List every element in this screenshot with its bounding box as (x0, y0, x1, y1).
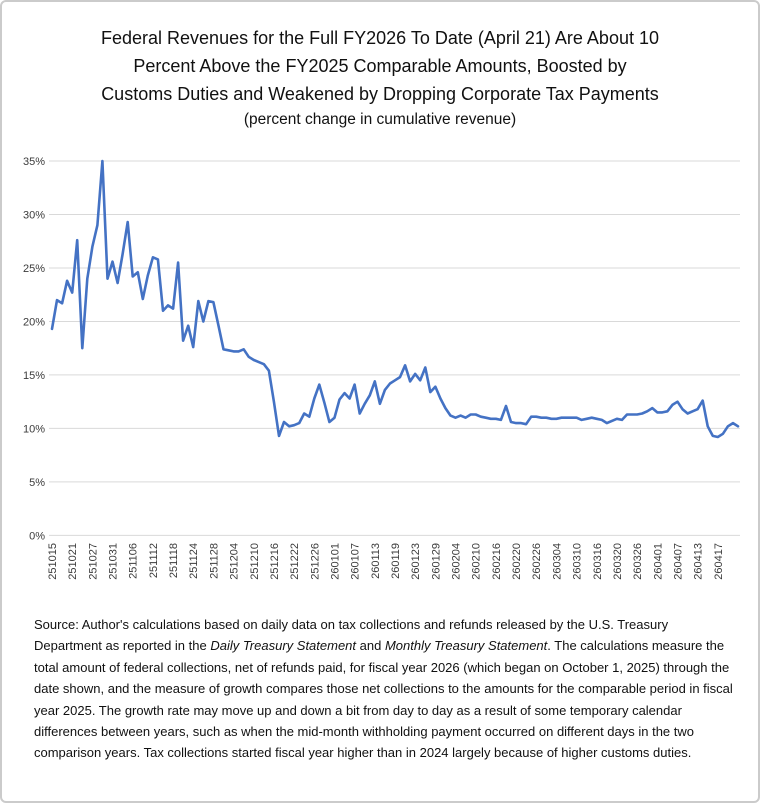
y-axis-tick-label: 20% (23, 317, 45, 329)
x-axis-tick-label: 251015 (47, 543, 59, 580)
x-axis-tick-label: 251124 (188, 543, 200, 579)
chart-title: Federal Revenues for the Full FY2026 To … (2, 24, 758, 108)
y-axis-tick-label: 30% (23, 210, 45, 222)
x-axis-tick-label: 260220 (511, 543, 523, 580)
x-axis-tick-label: 260407 (673, 543, 685, 580)
x-axis-tick-label: 251226 (309, 543, 321, 580)
x-axis-tick-label: 260310 (572, 543, 584, 580)
x-axis-tick-label: 260123 (410, 543, 422, 580)
source-text-italic-segment: Monthly Treasury Statement (384, 638, 548, 654)
revenue-growth-line (50, 159, 740, 439)
x-axis-tick-label: 260413 (693, 543, 705, 580)
x-axis-tick-label: 251106 (128, 543, 140, 579)
revenue-growth-line-chart: 0% 5% 10% 15% 20% 25% 30% 35% 251015 251021 251027… (23, 156, 740, 580)
x-axis-tick-label: 251216 (269, 543, 281, 580)
x-axis-tick-label: 251112 (148, 543, 160, 578)
x-axis-tick-label: 260101 (330, 543, 342, 580)
source-text-segment: Source: Author's calculations based on d… (34, 617, 669, 654)
x-axis-tick-label: 260320 (612, 543, 624, 580)
x-axis-tick-label: 260417 (713, 543, 725, 580)
x-axis-tick-label: 260326 (632, 543, 644, 580)
x-axis-tick-label: 260226 (531, 543, 543, 580)
x-axis-tick-label: 260119 (390, 543, 402, 579)
x-axis-tick-label: 251027 (87, 543, 99, 580)
x-axis-tick-label: 251128 (208, 543, 220, 579)
chart-subtitle: (percent change in cumulative revenue) (243, 111, 517, 128)
x-axis-tick-label: 260204 (451, 543, 463, 580)
x-axis-tick-label: 251222 (289, 543, 301, 580)
x-axis-tick-label: 260216 (491, 543, 503, 580)
y-axis-tick-label: 10% (23, 423, 45, 435)
x-axis-tick-label: 251204 (229, 543, 241, 580)
chart-title-line-1: Federal Revenues for the Full FY2026 To … (101, 28, 659, 48)
x-axis-tick-label: 260113 (370, 543, 382, 579)
x-axis-tick-label: 260107 (350, 543, 362, 580)
chart-title-line-2: Percent Above the FY2025 Comparable Amou… (133, 56, 627, 76)
x-axis-tick-label: 251021 (67, 543, 79, 580)
y-axis-tick-label: 15% (23, 370, 45, 382)
source-note: Source: Author's calculations based on d… (34, 614, 738, 764)
chart-title-line-3: Customs Duties and Weakened by Dropping … (101, 84, 659, 104)
x-axis-tick-label: 260210 (471, 543, 483, 580)
y-axis-tick-label: 0% (29, 530, 45, 542)
source-text-segment: and (356, 638, 385, 654)
x-axis-tick-label: 251031 (108, 543, 120, 580)
source-text-segment: . The calculations measure the total amo… (34, 638, 733, 761)
x-axis-tick-label: 260304 (551, 543, 563, 580)
y-axis-tick-label: 5% (29, 477, 45, 489)
x-axis-tick-label: 260401 (652, 543, 664, 580)
source-text-italic-segment: Daily Treasury Statement (210, 638, 357, 654)
x-axis-tick-label: 260316 (592, 543, 604, 580)
x-axis-tick-label: 251118 (168, 543, 180, 578)
x-axis-tick-label: 260129 (430, 543, 442, 580)
y-axis-tick-label: 35% (23, 156, 45, 168)
x-axis-tick-label: 251210 (249, 543, 261, 580)
y-axis-tick-label: 25% (23, 263, 45, 275)
